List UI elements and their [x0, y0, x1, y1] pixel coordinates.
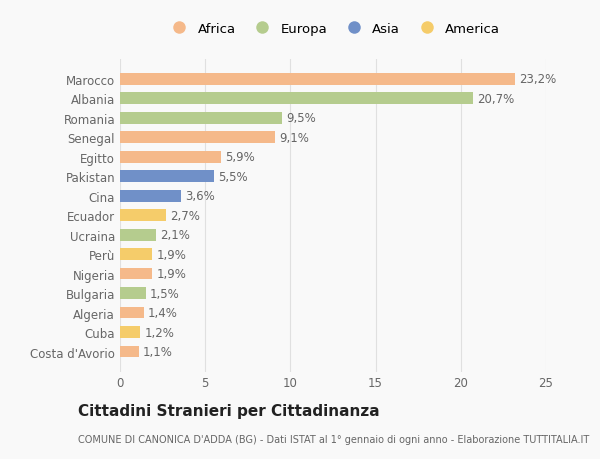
Text: 1,2%: 1,2%	[145, 326, 175, 339]
Bar	[120, 307, 144, 319]
Legend: Africa, Europa, Asia, America: Africa, Europa, Asia, America	[166, 22, 500, 35]
Text: Cittadini Stranieri per Cittadinanza: Cittadini Stranieri per Cittadinanza	[78, 403, 380, 419]
Bar	[120, 346, 139, 358]
Text: 1,4%: 1,4%	[148, 307, 178, 319]
Text: 20,7%: 20,7%	[477, 93, 514, 106]
Text: 9,5%: 9,5%	[286, 112, 316, 125]
Text: 5,9%: 5,9%	[225, 151, 254, 164]
Bar	[120, 268, 152, 280]
Text: 1,9%: 1,9%	[157, 268, 187, 280]
Bar	[120, 288, 146, 299]
Text: 5,5%: 5,5%	[218, 170, 248, 183]
Bar	[120, 249, 152, 260]
Text: COMUNE DI CANONICA D'ADDA (BG) - Dati ISTAT al 1° gennaio di ogni anno - Elabora: COMUNE DI CANONICA D'ADDA (BG) - Dati IS…	[78, 434, 589, 443]
Text: 2,7%: 2,7%	[170, 209, 200, 222]
Text: 23,2%: 23,2%	[520, 73, 557, 86]
Bar	[120, 132, 275, 144]
Bar	[120, 326, 140, 338]
Bar	[120, 74, 515, 85]
Text: 1,9%: 1,9%	[157, 248, 187, 261]
Text: 9,1%: 9,1%	[280, 132, 309, 145]
Text: 1,5%: 1,5%	[150, 287, 179, 300]
Bar	[120, 171, 214, 183]
Bar	[120, 151, 221, 163]
Bar	[120, 190, 181, 202]
Bar	[120, 113, 282, 124]
Bar	[120, 230, 156, 241]
Text: 1,1%: 1,1%	[143, 345, 173, 358]
Bar	[120, 210, 166, 222]
Text: 2,1%: 2,1%	[160, 229, 190, 241]
Text: 3,6%: 3,6%	[185, 190, 215, 203]
Bar	[120, 93, 473, 105]
